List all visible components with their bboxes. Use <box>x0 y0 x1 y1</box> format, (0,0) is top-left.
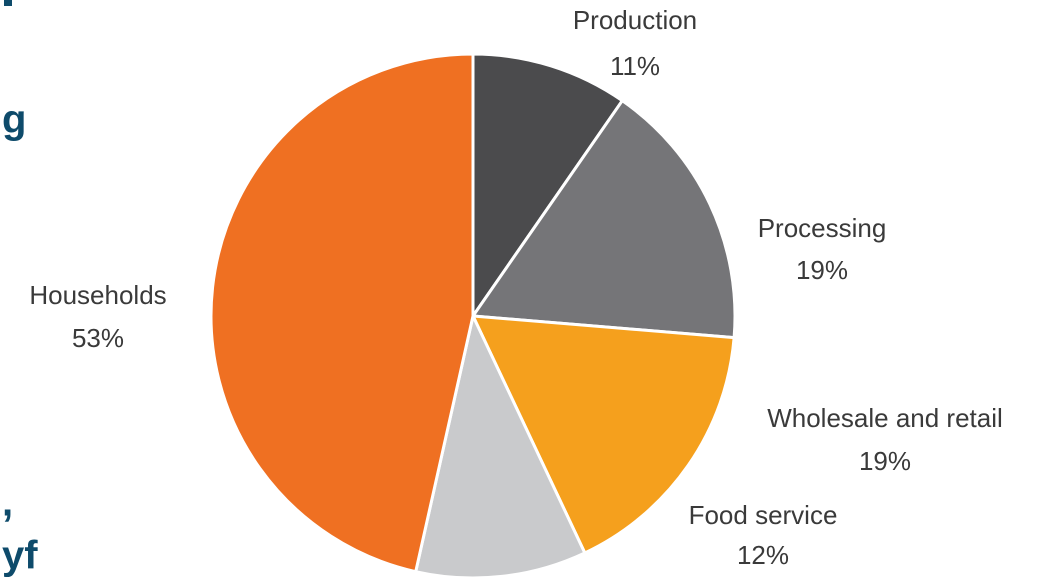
pie-slice <box>209 52 475 574</box>
slice-label: Households <box>29 280 166 310</box>
slice-value-label: 11% <box>610 51 660 81</box>
slice-value-label: 53% <box>72 323 124 353</box>
cropped-text: yf <box>2 534 38 578</box>
edge-mark <box>4 0 12 6</box>
slice-value-label: 19% <box>859 446 911 476</box>
pie-slice <box>471 52 625 321</box>
pie-slice <box>470 98 737 340</box>
slice-label: Processing <box>758 213 887 243</box>
slice-label: Wholesale and retail <box>767 403 1003 433</box>
slice-value-label: 19% <box>796 255 848 285</box>
slice-label: Production <box>573 5 697 35</box>
slice-value-label: 12% <box>737 540 789 570</box>
pie-slice <box>413 311 587 578</box>
cropped-text: , <box>2 481 13 525</box>
slice-label: Food service <box>689 500 838 530</box>
cropped-text: g <box>2 98 26 142</box>
pie-slice <box>470 314 736 555</box>
